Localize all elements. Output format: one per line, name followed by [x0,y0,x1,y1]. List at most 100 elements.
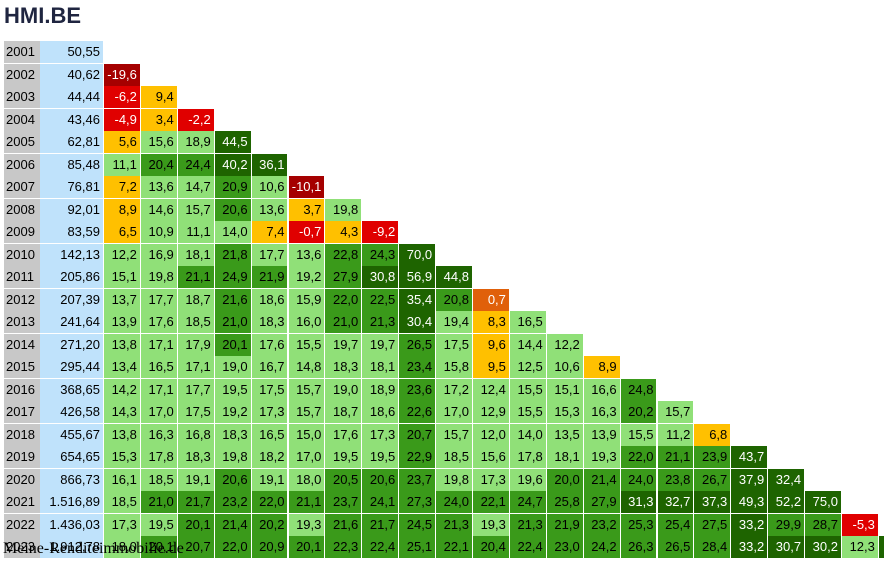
return-cell: 21,0 [140,491,177,513]
return-cell: 37,9 [731,468,768,491]
return-cell: 14,8 [288,356,325,378]
return-cell: 17,3 [473,468,509,491]
return-cell: 75,0 [805,491,841,513]
return-cell: 18,0 [104,536,140,558]
return-cell: 20,6 [362,468,399,491]
price-value: 207,39 [40,288,103,311]
return-cell: 12,0 [473,423,509,446]
return-cell: 19,0 [214,356,251,378]
return-cell: 18,5 [436,446,472,468]
return-cell: 24,9 [214,266,251,288]
return-cell: 70,0 [399,243,436,266]
return-cell: 18,3 [214,423,251,446]
return-cell: 32,4 [768,468,805,491]
return-cell: 17,3 [251,401,288,423]
return-cell: 14,2 [104,378,140,401]
return-cell: 18,5 [104,491,140,513]
price-value: 76,81 [40,176,103,198]
return-cell: 19,3 [288,513,325,536]
return-cell: 19,5 [140,513,177,536]
return-cell: 21,1 [177,266,214,288]
return-cell: 7,4 [251,221,288,243]
return-cell: 19,8 [214,446,251,468]
return-cell: 16,9 [140,243,177,266]
price-value: 1.436,03 [40,513,103,536]
return-cell: 24,5 [399,513,436,536]
return-cell: 17,9 [177,333,214,356]
return-cell: 3,4 [140,108,177,131]
year-label: 2023 [4,536,40,558]
return-cell: 17,6 [251,333,288,356]
return-cell: 22,0 [325,288,362,311]
return-cell: 19,6 [509,468,546,491]
return-cell: 25,1 [399,536,436,558]
return-cell: 23,7 [325,491,362,513]
return-cell: 23,8 [657,468,694,491]
return-cell: 20,6 [214,468,251,491]
return-cell: 24,7 [509,491,546,513]
return-cell: 17,5 [436,333,472,356]
return-cell: 18,1 [546,446,583,468]
year-label: 2020 [4,468,40,491]
return-cell: 20,1 [288,536,325,558]
return-cell: 20,9 [251,536,288,558]
return-cell: 11,2 [657,423,694,446]
return-cell: 16,0 [288,311,325,333]
return-cell: 23,2 [214,491,251,513]
return-cell: 20,2 [251,513,288,536]
return-cell: 22,8 [325,243,362,266]
return-cell: 17,3 [362,423,399,446]
year-label: 2017 [4,401,40,423]
return-cell: 12,3 [842,536,878,558]
return-cell: 21,1 [288,491,325,513]
return-cell: 10,6 [251,176,288,198]
return-cell: -19,6 [104,63,140,86]
return-cell: 16,6 [583,378,620,401]
return-cell: 26,7 [694,468,731,491]
year-label: 2010 [4,243,40,266]
return-cell: 24,2 [583,536,620,558]
year-label: 2019 [4,446,40,468]
return-cell: 14,6 [140,198,177,221]
return-cell: 21,4 [214,513,251,536]
return-cell: 20,5 [325,468,362,491]
return-cell: 12,2 [546,333,583,356]
return-cell: 0,7 [473,288,509,311]
return-cell: 15,3 [546,401,583,423]
return-cell: 14,4 [509,333,546,356]
return-cell: 17,8 [509,446,546,468]
return-cell: 18,1 [177,243,214,266]
return-cell: 13,8 [104,333,140,356]
return-cell: -4,9 [104,108,140,131]
return-cell: 20,1 [177,513,214,536]
return-cell: 12,4 [473,378,509,401]
return-cell: 22,5 [362,288,399,311]
return-cell: 26,5 [657,536,694,558]
return-cell: 20,2 [620,401,657,423]
return-cell: 13,9 [583,423,620,446]
return-cell: 17,7 [140,288,177,311]
return-cell: 44,5 [214,131,251,153]
return-cell: 21,0 [325,311,362,333]
return-cell: 24,4 [177,153,214,176]
return-cell: 12,2 [104,243,140,266]
return-cell: 17,1 [140,333,177,356]
return-cell: 36,1 [251,153,288,176]
return-cell: 18,6 [362,401,399,423]
return-cell: 17,7 [251,243,288,266]
return-cell: 22,0 [620,446,657,468]
return-cell: 21,3 [436,513,472,536]
price-value: 44,44 [40,86,103,108]
return-cell: 7,2 [104,176,140,198]
return-cell: 20,8 [436,288,472,311]
price-value: 62,81 [40,131,103,153]
return-cell: 20,7 [177,536,214,558]
return-cell: 21,3 [362,311,399,333]
return-cell: 56,9 [399,266,436,288]
return-cell: 27,5 [694,513,731,536]
return-cell: 21,0 [214,311,251,333]
year-label: 2009 [4,221,40,243]
return-cell: 22,3 [325,536,362,558]
return-cell: 15,5 [509,378,546,401]
return-cell: 20,1 [214,333,251,356]
